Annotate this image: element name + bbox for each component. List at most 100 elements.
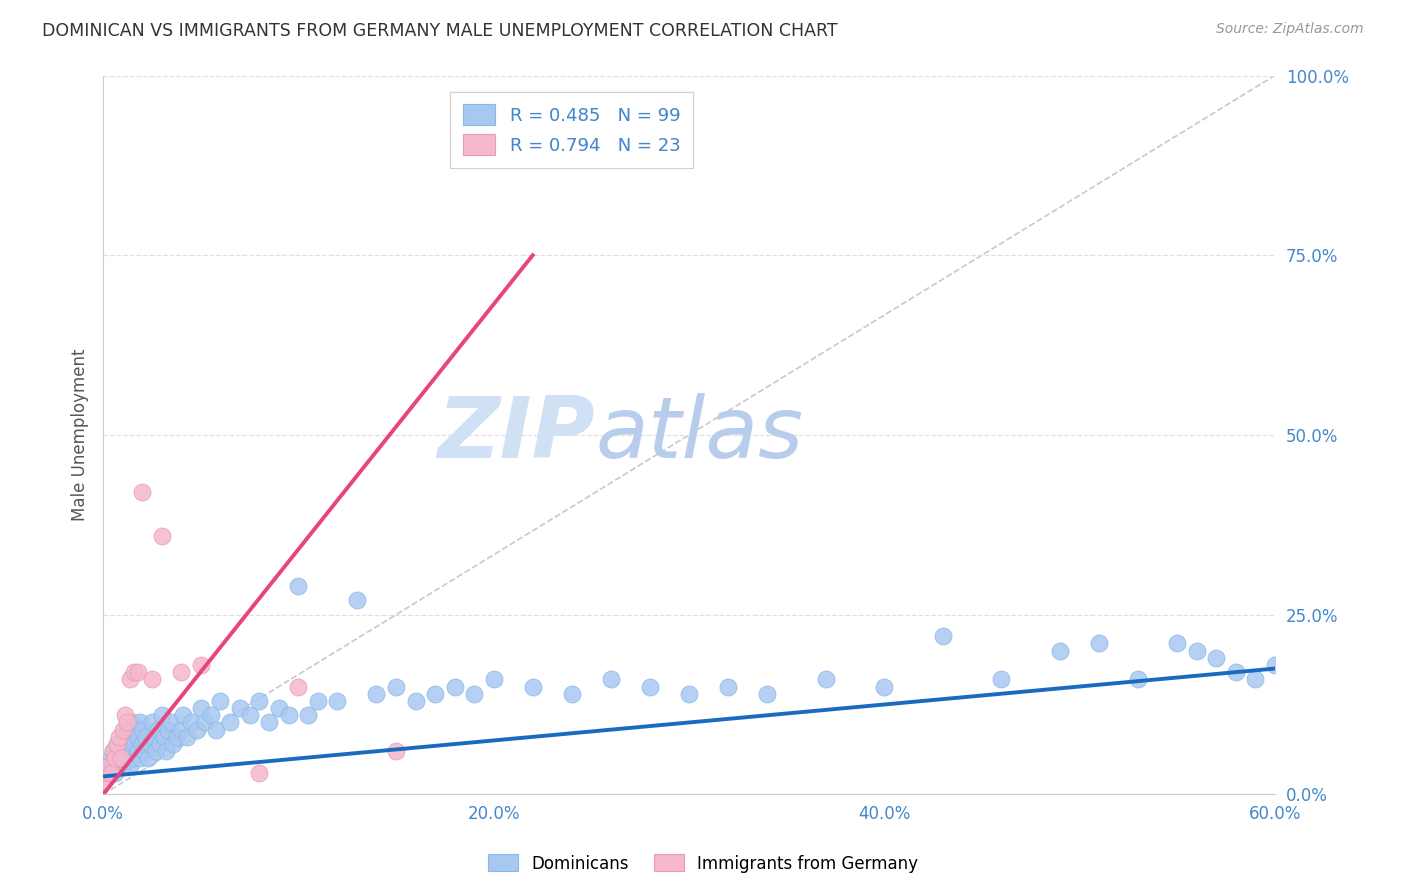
Point xyxy=(638,680,661,694)
Point xyxy=(129,715,152,730)
Point xyxy=(1166,636,1188,650)
Point xyxy=(1225,665,1247,680)
Point xyxy=(152,730,174,744)
Point xyxy=(287,680,309,694)
Point xyxy=(172,708,194,723)
Point xyxy=(200,708,222,723)
Point xyxy=(1126,673,1149,687)
Point xyxy=(127,730,149,744)
Point xyxy=(96,758,118,772)
Point xyxy=(756,687,779,701)
Point xyxy=(1205,650,1227,665)
Point xyxy=(107,730,129,744)
Point xyxy=(190,657,212,672)
Point xyxy=(98,758,121,772)
Point xyxy=(366,687,388,701)
Point xyxy=(125,723,148,737)
Point xyxy=(522,680,544,694)
Point xyxy=(120,758,142,772)
Point xyxy=(385,680,408,694)
Point xyxy=(110,737,132,751)
Point xyxy=(111,723,134,737)
Point xyxy=(124,751,146,765)
Point xyxy=(385,744,408,758)
Point xyxy=(131,485,153,500)
Point xyxy=(94,765,117,780)
Point xyxy=(100,751,122,765)
Point xyxy=(105,751,128,765)
Point xyxy=(1185,643,1208,657)
Point xyxy=(219,715,242,730)
Point xyxy=(131,723,153,737)
Point xyxy=(307,694,329,708)
Legend: R = 0.485   N = 99, R = 0.794   N = 23: R = 0.485 N = 99, R = 0.794 N = 23 xyxy=(450,92,693,168)
Text: DOMINICAN VS IMMIGRANTS FROM GERMANY MALE UNEMPLOYMENT CORRELATION CHART: DOMINICAN VS IMMIGRANTS FROM GERMANY MAL… xyxy=(42,22,838,40)
Point xyxy=(814,673,837,687)
Point xyxy=(257,715,280,730)
Y-axis label: Male Unemployment: Male Unemployment xyxy=(72,349,89,521)
Point xyxy=(162,737,184,751)
Point xyxy=(121,715,143,730)
Point xyxy=(1088,636,1111,650)
Point xyxy=(1264,657,1286,672)
Point xyxy=(142,730,165,744)
Point xyxy=(443,680,465,694)
Point xyxy=(297,708,319,723)
Point xyxy=(96,765,118,780)
Point xyxy=(247,694,270,708)
Point xyxy=(141,715,163,730)
Point xyxy=(717,680,740,694)
Point xyxy=(129,751,152,765)
Point xyxy=(120,673,142,687)
Point xyxy=(139,737,162,751)
Point xyxy=(423,687,446,701)
Point xyxy=(135,730,157,744)
Point xyxy=(156,723,179,737)
Point xyxy=(101,744,124,758)
Point xyxy=(990,673,1012,687)
Point xyxy=(104,765,127,780)
Point xyxy=(105,737,128,751)
Point xyxy=(114,751,136,765)
Point xyxy=(678,687,700,701)
Point xyxy=(131,737,153,751)
Point xyxy=(127,665,149,680)
Point xyxy=(110,751,132,765)
Point xyxy=(194,715,217,730)
Point xyxy=(150,528,173,542)
Point xyxy=(150,708,173,723)
Point xyxy=(94,772,117,787)
Point xyxy=(111,744,134,758)
Point xyxy=(1244,673,1267,687)
Point xyxy=(277,708,299,723)
Point xyxy=(209,694,232,708)
Point xyxy=(326,694,349,708)
Point xyxy=(105,737,128,751)
Point xyxy=(190,701,212,715)
Point xyxy=(180,715,202,730)
Text: ZIP: ZIP xyxy=(437,393,595,476)
Point xyxy=(110,751,132,765)
Point xyxy=(98,765,121,780)
Point xyxy=(287,579,309,593)
Point xyxy=(141,673,163,687)
Point xyxy=(346,593,368,607)
Point xyxy=(115,744,138,758)
Point xyxy=(121,744,143,758)
Point xyxy=(267,701,290,715)
Point xyxy=(155,744,177,758)
Point xyxy=(115,723,138,737)
Text: Source: ZipAtlas.com: Source: ZipAtlas.com xyxy=(1216,22,1364,37)
Point xyxy=(239,708,262,723)
Point xyxy=(205,723,228,737)
Point xyxy=(247,765,270,780)
Point xyxy=(136,751,159,765)
Point xyxy=(561,687,583,701)
Point xyxy=(160,715,183,730)
Point xyxy=(149,737,172,751)
Point xyxy=(599,673,621,687)
Point xyxy=(104,751,127,765)
Point xyxy=(101,744,124,758)
Point xyxy=(111,758,134,772)
Point xyxy=(170,665,193,680)
